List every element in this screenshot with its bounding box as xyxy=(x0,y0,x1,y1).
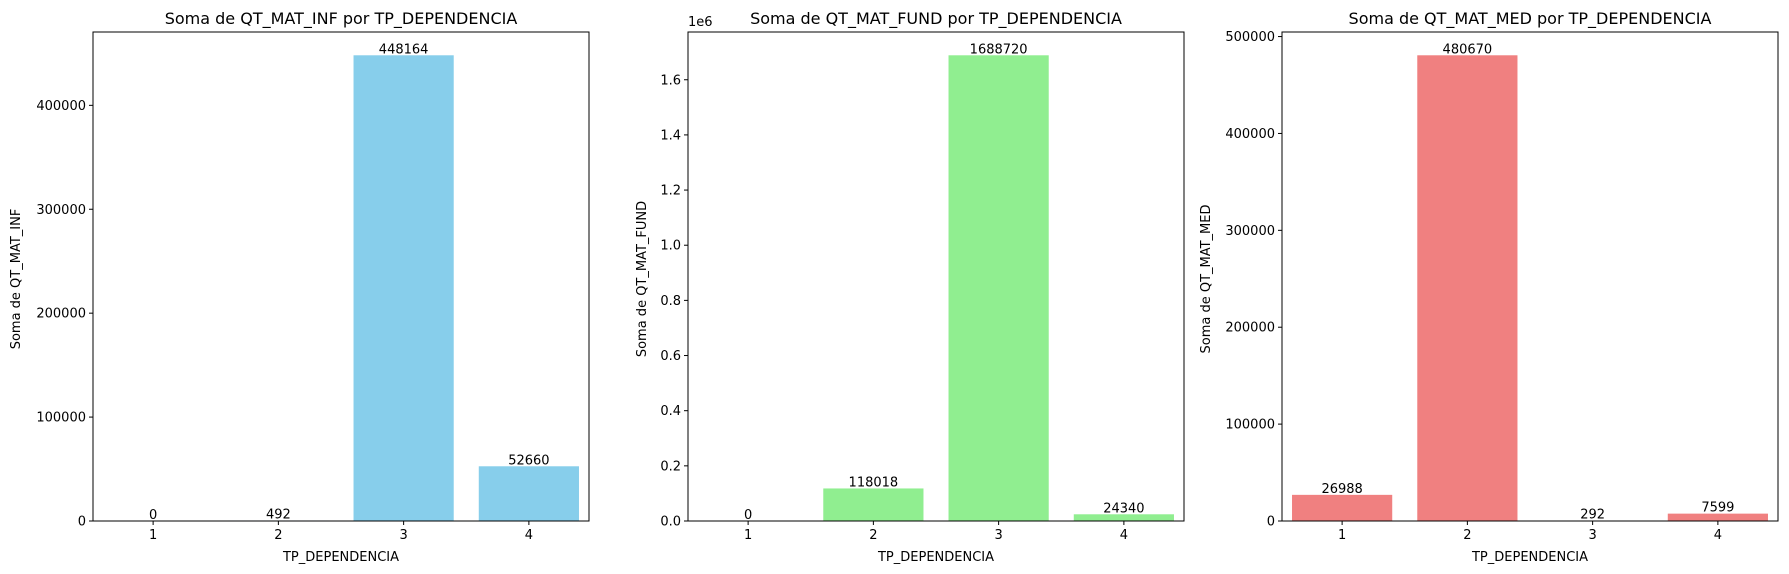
y-axis-label: Soma de QT_MAT_INF xyxy=(9,209,24,350)
bar-value-label: 492 xyxy=(266,507,291,522)
y-axis-label: Soma de QT_MAT_MED xyxy=(1199,204,1214,353)
bars-layer: 26988 1 480670 2 292 3 7599 4 0 100000 200000 30000… xyxy=(1225,30,1768,543)
x-axis-label: TP_DEPENDENCIA xyxy=(282,550,399,565)
y-tick-label: 0.4 xyxy=(660,404,681,419)
x-axis-label: TP_DEPENDENCIA xyxy=(877,550,994,565)
bar-3 xyxy=(353,55,454,521)
x-tick-label: 1 xyxy=(744,528,752,543)
plot-frame xyxy=(92,31,590,522)
bar-4 xyxy=(1667,513,1768,521)
bars-layer: 0 1 492 2 448164 3 52660 4 0 100000 200000 300000 40… xyxy=(36,42,579,543)
y-tick-label: 200000 xyxy=(1225,321,1275,336)
bars-layer: 0 1 118018 2 1688720 3 24340 4 0.0 0.2 0.4 0.6 0.8 1.… xyxy=(660,42,1174,543)
bar-4 xyxy=(1073,514,1174,521)
x-tick-label: 1 xyxy=(149,528,157,543)
y-tick-label: 0.2 xyxy=(660,459,681,474)
y-tick-label: 1.0 xyxy=(660,239,681,254)
y-tick-label: 100000 xyxy=(36,411,86,426)
bar-2 xyxy=(1417,55,1518,522)
bar-value-label: 292 xyxy=(1580,508,1605,523)
x-tick-label: 2 xyxy=(1463,528,1471,543)
chart-title: Soma de QT_MAT_INF por TP_DEPENDENCIA xyxy=(165,9,518,29)
bar-value-label: 448164 xyxy=(379,42,429,57)
bar-value-label: 480670 xyxy=(1443,42,1493,57)
y-tick-label: 200000 xyxy=(36,307,86,322)
bar-value-label: 118018 xyxy=(849,475,899,490)
y-tick-label: 0 xyxy=(78,515,86,530)
subplot-qt-mat-inf: Soma de QT_MAT_INF por TP_DEPENDENCIA TP… xyxy=(9,9,590,565)
subplot-qt-mat-med: Soma de QT_MAT_MED por TP_DEPENDENCIA TP… xyxy=(1199,9,1779,565)
x-tick-label: 2 xyxy=(869,528,877,543)
y-tick-label: 400000 xyxy=(36,99,86,114)
y-tick-label: 300000 xyxy=(1225,224,1275,239)
x-tick-label: 2 xyxy=(274,528,282,543)
chart-title: Soma de QT_MAT_MED por TP_DEPENDENCIA xyxy=(1349,9,1712,29)
y-tick-label: 0.0 xyxy=(660,515,681,530)
x-tick-label: 4 xyxy=(1120,528,1128,543)
bar-value-label: 52660 xyxy=(508,453,549,468)
x-tick-label: 3 xyxy=(1588,528,1596,543)
y-tick-label: 1.4 xyxy=(660,128,681,143)
x-tick-label: 4 xyxy=(1714,528,1722,543)
y-tick-label: 0.8 xyxy=(660,294,681,309)
y-tick-label: 300000 xyxy=(36,203,86,218)
y-tick-label: 1.2 xyxy=(660,184,681,199)
bar-value-label: 24340 xyxy=(1103,501,1144,516)
x-axis-label: TP_DEPENDENCIA xyxy=(1471,550,1588,565)
bar-2 xyxy=(823,488,924,521)
y-tick-label: 400000 xyxy=(1225,127,1275,142)
x-tick-label: 1 xyxy=(1338,528,1346,543)
y-tick-label: 1.6 xyxy=(660,73,681,88)
bar-1 xyxy=(1292,494,1393,521)
plot-frame xyxy=(1281,31,1779,522)
chart-title: Soma de QT_MAT_FUND por TP_DEPENDENCIA xyxy=(750,9,1122,29)
bar-value-label: 26988 xyxy=(1321,482,1362,497)
y-tick-label: 500000 xyxy=(1225,30,1275,45)
y-axis-label: Soma de QT_MAT_FUND xyxy=(635,201,650,357)
bar-4 xyxy=(478,466,579,521)
bar-3 xyxy=(948,55,1049,522)
bar-value-label: 1688720 xyxy=(970,42,1028,57)
x-tick-label: 3 xyxy=(399,528,407,543)
bar-value-label: 7599 xyxy=(1701,501,1734,516)
y-tick-label: 0 xyxy=(1267,515,1275,530)
bar-value-label: 0 xyxy=(149,508,157,523)
y-tick-label: 100000 xyxy=(1225,418,1275,433)
plot-frame xyxy=(687,31,1185,522)
x-tick-label: 3 xyxy=(994,528,1002,543)
y-tick-label: 0.6 xyxy=(660,349,681,364)
x-tick-label: 4 xyxy=(525,528,533,543)
bar-value-label: 0 xyxy=(744,508,752,523)
y-offset-label: 1e6 xyxy=(688,15,713,30)
subplot-qt-mat-fund: Soma de QT_MAT_FUND por TP_DEPENDENCIA T… xyxy=(635,9,1185,565)
